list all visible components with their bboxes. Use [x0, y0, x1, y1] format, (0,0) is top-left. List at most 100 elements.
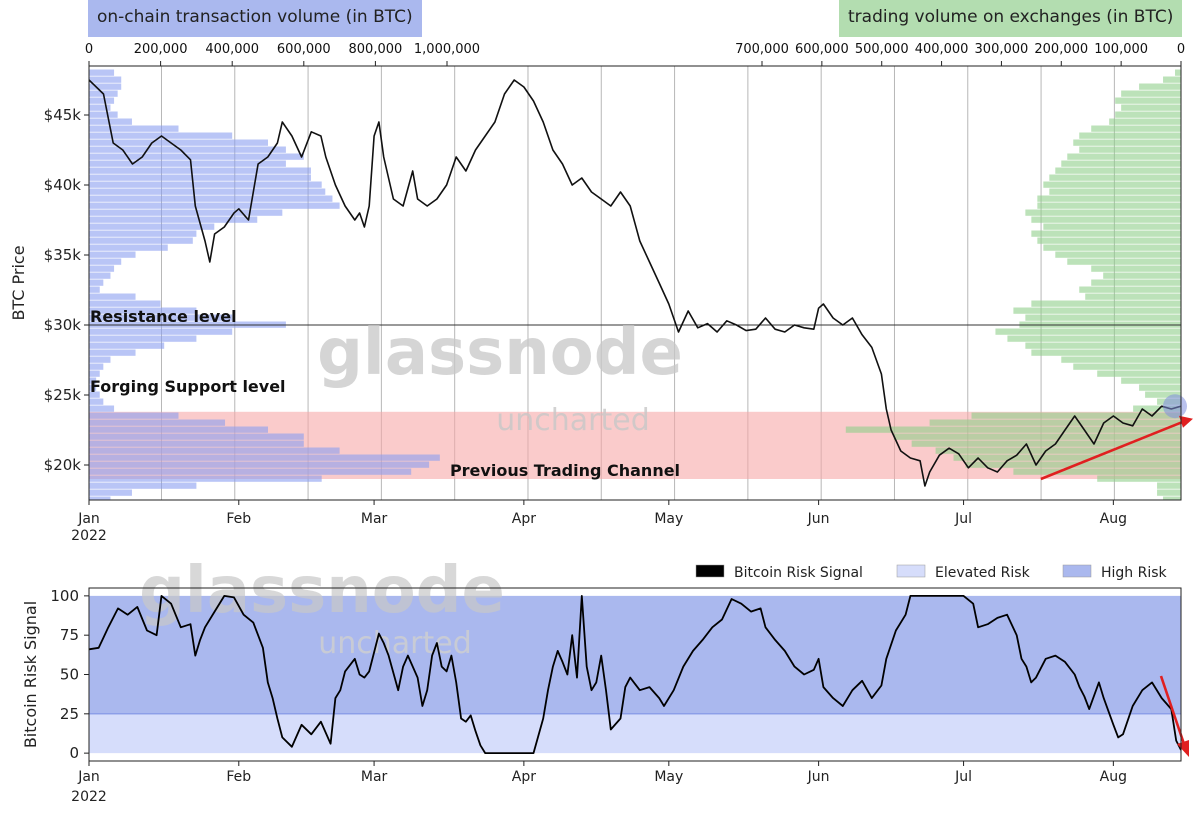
- risk-y-tick-label: 100: [50, 587, 79, 605]
- onchain-volume-bar: [89, 104, 111, 111]
- exchange-volume-bar: [1031, 216, 1181, 223]
- exchange-volume-bar: [1157, 489, 1181, 496]
- exchange-volume-bar: [1013, 307, 1181, 314]
- onchain-volume-bar: [89, 174, 311, 181]
- watermark-sub: uncharted: [496, 403, 650, 438]
- top-left-tick-label: 800,000: [349, 42, 403, 57]
- watermark-bottom: glassnode: [139, 554, 505, 628]
- legend-label: High Risk: [1101, 565, 1168, 581]
- risk-x-tick-label: Jan: [77, 769, 100, 785]
- onchain-volume-bar: [89, 272, 111, 279]
- onchain-volume-bar: [89, 314, 233, 321]
- exchange-volume-bar: [845, 426, 1181, 433]
- exchange-volume-bar: [1043, 223, 1181, 230]
- onchain-volume-bar: [89, 76, 122, 83]
- exchange-volume-bar: [1115, 111, 1181, 118]
- exchange-volume-bar: [1091, 279, 1181, 286]
- onchain-volume-bar: [89, 468, 412, 475]
- y-tick-label: $40k: [44, 176, 82, 194]
- exchange-volume-bar: [929, 419, 1181, 426]
- onchain-volume-bar: [89, 496, 111, 500]
- onchain-volume-bar: [89, 349, 136, 356]
- exchange-volume-bar: [1121, 90, 1181, 97]
- exchange-volume-bar: [1067, 153, 1181, 160]
- top-right-tick-label: 0: [1177, 42, 1185, 57]
- exchange-volume-bar: [1055, 251, 1181, 258]
- onchain-volume-bar: [89, 83, 122, 90]
- exchange-volume-bar: [1043, 244, 1181, 251]
- legend-label: Bitcoin Risk Signal: [734, 565, 863, 581]
- exchange-volume-bar: [971, 412, 1181, 419]
- onchain-volume-bar: [89, 300, 161, 307]
- onchain-volume-bar: [89, 335, 197, 342]
- onchain-volume-bar: [89, 97, 115, 104]
- exchange-volume-bar: [911, 440, 1181, 447]
- risk-y-tick-label: 50: [60, 666, 79, 684]
- exchange-volume-bar: [1115, 97, 1181, 104]
- exchange-volume-bar: [1025, 209, 1181, 216]
- onchain-volume-bar: [89, 209, 283, 216]
- exchange-volume-bar: [1079, 132, 1181, 139]
- onchain-volume-bar: [89, 419, 226, 426]
- onchain-volume-bar: [89, 489, 132, 496]
- exchange-volume-bar: [1133, 405, 1181, 412]
- risk-x-tick-label: Apr: [512, 769, 536, 785]
- top-right-tick-label: 500,000: [855, 42, 909, 57]
- exchange-volume-bar: [1031, 230, 1181, 237]
- risk-signal-line: [88, 595, 1182, 754]
- exchange-volume-bar: [1025, 342, 1181, 349]
- risk-arrow: [1159, 675, 1186, 745]
- risk-y-tick-label: 75: [60, 626, 79, 644]
- onchain-volume-bar: [89, 440, 304, 447]
- exchange-volume-bar: [1085, 293, 1181, 300]
- onchain-volume-bar: [89, 279, 104, 286]
- exchange-volume-bar: [1091, 265, 1181, 272]
- x-tick-label: Jul: [954, 511, 972, 527]
- onchain-volume-bar: [89, 167, 311, 174]
- exchange-volume-bar: [1109, 118, 1181, 125]
- onchain-volume-bar: [89, 286, 100, 293]
- onchain-volume-bar: [89, 258, 122, 265]
- onchain-volume-bar: [89, 356, 111, 363]
- x-year-label: 2022: [71, 528, 107, 544]
- onchain-volume-bar: [89, 293, 136, 300]
- exchange-volume-bar: [1037, 202, 1181, 209]
- elevated-risk-band: [89, 713, 1181, 754]
- onchain-volume-bar: [89, 139, 268, 146]
- trend-arrow-head: [1179, 415, 1193, 428]
- exchange-volume-bar: [1121, 104, 1181, 111]
- exchange-volume-bar: [1121, 377, 1181, 384]
- risk-x-year-label: 2022: [71, 789, 107, 805]
- exchange-volume-bar: [1043, 181, 1181, 188]
- onchain-volume-bar: [89, 342, 165, 349]
- x-tick-label: May: [654, 511, 683, 527]
- onchain-volume-bar: [89, 265, 115, 272]
- onchain-volume-bar: [89, 377, 97, 384]
- y-axis-label: BTC Price: [9, 245, 28, 320]
- y-tick-label: $30k: [44, 316, 82, 334]
- top-left-tick-label: 1,000,000: [414, 42, 480, 57]
- exchange-volume-bar: [1097, 370, 1181, 377]
- exchange-volume-bar: [953, 454, 1181, 461]
- top-left-tick-label: 200,000: [134, 42, 188, 57]
- exchange-volume-bar: [995, 328, 1181, 335]
- exchange-volume-bar: [1073, 139, 1181, 146]
- legend-swatch: [695, 564, 725, 578]
- risk-x-tick-label: Jun: [807, 769, 830, 785]
- x-tick-label: Mar: [361, 511, 388, 527]
- onchain-volume-bar: [89, 384, 97, 391]
- top-right-tick-label: 100,000: [1094, 42, 1148, 57]
- y-tick-label: $25k: [44, 386, 82, 404]
- risk-x-tick-label: Aug: [1100, 769, 1127, 785]
- top-left-tick-label: 600,000: [277, 42, 331, 57]
- exchange-volume-bar: [1031, 349, 1181, 356]
- onchain-volume-bar: [89, 230, 197, 237]
- exchange-volume-bar: [1103, 272, 1181, 279]
- exchange-volume-bar: [1061, 160, 1181, 167]
- onchain-volume-bar: [89, 447, 340, 454]
- onchain-volume-bar: [89, 391, 100, 398]
- watermark-bottom-sub: uncharted: [318, 626, 472, 661]
- exchange-volume-bar: [1037, 237, 1181, 244]
